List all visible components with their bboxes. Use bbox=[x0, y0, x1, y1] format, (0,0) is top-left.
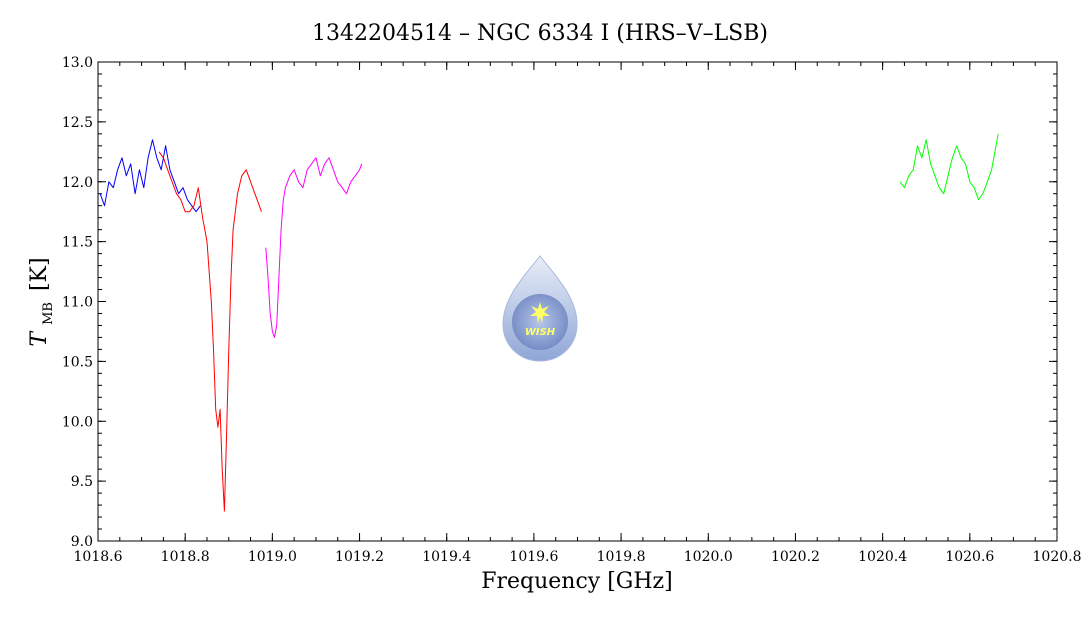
x-tick-label: 1020.2 bbox=[771, 549, 820, 565]
drop-inner-circle bbox=[512, 294, 568, 350]
x-tick-label: 1019.4 bbox=[422, 549, 471, 565]
series-magenta-line bbox=[265, 157, 363, 338]
x-tick-label: 1020.8 bbox=[1033, 549, 1081, 565]
series-red-line bbox=[158, 151, 262, 512]
x-tick-label: 1020.4 bbox=[858, 549, 907, 565]
y-axis-label-unit: [K] bbox=[27, 257, 52, 291]
y-tick-label: 12.5 bbox=[62, 115, 93, 131]
x-tick-label: 1019.8 bbox=[597, 549, 646, 565]
series-group bbox=[99, 133, 999, 512]
x-tick-label: 1018.8 bbox=[161, 549, 210, 565]
y-axis-label: T MB [K] bbox=[27, 257, 58, 346]
x-tick-label: 1019.6 bbox=[509, 549, 558, 565]
y-tick-label: 9.0 bbox=[71, 534, 93, 550]
y-tick-label: 10.0 bbox=[62, 414, 93, 430]
x-tick-label: 1019.0 bbox=[248, 549, 297, 565]
x-tick-label: 1020.6 bbox=[945, 549, 994, 565]
x-tick-label: 1019.2 bbox=[335, 549, 384, 565]
chart-title: 1342204514 – NGC 6334 I (HRS–V–LSB) bbox=[312, 21, 768, 46]
wish-logo: WISH bbox=[502, 255, 578, 362]
y-axis-label-sub: MB bbox=[41, 302, 56, 325]
series-green-line bbox=[899, 133, 999, 201]
y-tick-label: 13.0 bbox=[62, 55, 93, 71]
y-tick-label: 11.5 bbox=[62, 235, 93, 251]
x-axis-ticks: 1018.6 1018.8 1019.0 1019.2 1019.4 1019.6 1019… bbox=[74, 62, 1081, 565]
y-tick-label: 10.5 bbox=[62, 354, 93, 370]
series-blue-line bbox=[99, 139, 201, 213]
y-tick-label: 12.0 bbox=[62, 175, 93, 191]
plot-frame bbox=[97, 61, 1058, 542]
x-axis-label: Frequency [GHz] bbox=[481, 569, 673, 594]
y-tick-label: 11.0 bbox=[62, 295, 93, 311]
logo-text: WISH bbox=[525, 327, 556, 338]
y-tick-label: 9.5 bbox=[71, 474, 93, 490]
x-tick-label: 1020.0 bbox=[684, 549, 733, 565]
y-axis-label-main: T bbox=[27, 330, 52, 347]
y-axis-ticks: 9.0 9.5 10.0 10.5 11.0 11.5 12.0 12.5 13.0 bbox=[62, 55, 1057, 550]
x-tick-label: 1018.6 bbox=[74, 549, 123, 565]
star-icon bbox=[530, 302, 550, 323]
svg-text:T MB [K]: T MB [K] bbox=[27, 257, 58, 346]
